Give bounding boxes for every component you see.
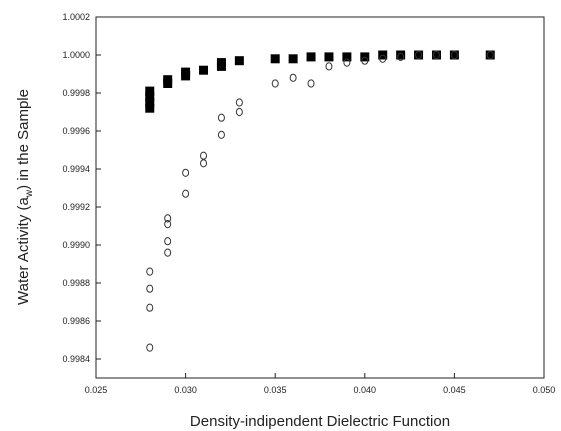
y-tick-label: 0.9994	[62, 164, 90, 174]
data-point-circle	[182, 168, 190, 177]
y-tick-label: 1.0002	[62, 12, 90, 22]
data-point-circle	[397, 52, 405, 62]
plot-frame	[95, 16, 545, 379]
y-tick-label: 1.0000	[62, 50, 90, 60]
x-axis-ticks: 0.025 0.030 0.035 0.040 0.045 0.050	[85, 373, 556, 395]
data-point-circle	[235, 107, 243, 117]
data-point-circle	[235, 98, 243, 107]
x-tick-label: 0.040	[354, 385, 377, 395]
data-points	[145, 50, 495, 352]
data-point-circle	[325, 62, 333, 71]
y-tick-label: 0.9986	[62, 316, 90, 326]
y-axis-ticks: 0.9984 0.9986 0.9988 0.9990 0.9992 0.9994 0.99…	[62, 12, 101, 364]
data-point-circle	[200, 151, 208, 160]
y-tick-label: 0.9988	[62, 278, 90, 288]
data-point-circle	[450, 50, 458, 60]
data-point-circle	[146, 303, 154, 312]
data-point-circle	[146, 284, 154, 293]
x-tick-label: 0.050	[533, 385, 556, 395]
data-point-square	[234, 56, 244, 66]
data-point-square	[199, 65, 209, 75]
data-point-square	[145, 86, 155, 96]
data-point-circle	[415, 50, 423, 60]
data-point-square	[181, 67, 191, 77]
data-point-circle	[289, 73, 297, 82]
y-tick-label: 0.9990	[62, 240, 90, 250]
y-tick-label: 0.9992	[62, 202, 90, 212]
x-tick-label: 0.045	[443, 385, 466, 395]
data-point-square	[342, 52, 352, 62]
data-point-square	[396, 50, 406, 60]
data-point-circle	[164, 214, 172, 223]
y-tick-label: 0.9998	[62, 88, 90, 98]
data-point-circle	[146, 267, 154, 276]
y-axis-title-subscript: w	[24, 189, 35, 198]
data-point-square	[270, 54, 280, 64]
x-tick-label: 0.025	[85, 385, 108, 395]
data-point-circle	[200, 159, 208, 168]
data-point-circle	[307, 79, 315, 88]
data-point-square	[145, 103, 155, 113]
y-tick-label: 0.9996	[62, 126, 90, 136]
data-point-circle	[432, 50, 440, 60]
y-axis-title-prefix: Water Activity (a	[15, 197, 32, 305]
data-point-circle	[217, 113, 225, 122]
data-point-square	[288, 54, 298, 64]
data-point-circle	[164, 220, 172, 229]
data-point-square	[306, 52, 316, 62]
data-point-square	[414, 50, 424, 60]
data-point-circle	[164, 248, 172, 257]
data-point-square	[145, 92, 155, 102]
data-point-circle	[379, 54, 387, 63]
data-point-circle	[271, 79, 279, 88]
data-point-circle	[182, 189, 190, 198]
data-point-square	[449, 50, 459, 60]
x-tick-label: 0.035	[264, 385, 287, 395]
x-axis-title: Density-indipendent Dielectric Function	[190, 413, 450, 430]
data-point-circle	[217, 130, 225, 139]
data-point-square	[145, 98, 155, 107]
data-point-square	[216, 58, 226, 68]
data-point-square	[431, 50, 441, 60]
data-point-circle	[164, 237, 172, 246]
data-point-circle	[486, 50, 494, 60]
data-point-square	[485, 50, 495, 60]
data-point-square	[324, 52, 334, 62]
data-point-circle	[361, 56, 369, 65]
y-tick-label: 0.9984	[62, 354, 90, 364]
y-axis-title: Water Activity (aw) in the Sample	[15, 89, 35, 305]
data-point-circle	[343, 58, 351, 67]
data-point-circle	[146, 343, 154, 352]
y-axis-title-suffix: ) in the Sample	[15, 89, 32, 190]
data-point-square	[163, 75, 173, 85]
x-tick-label: 0.030	[174, 385, 197, 395]
